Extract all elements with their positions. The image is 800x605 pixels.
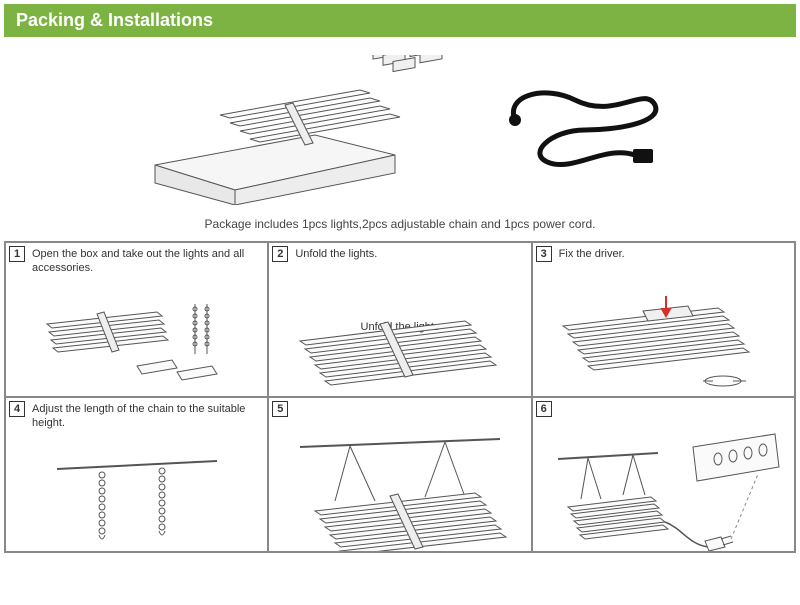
step-cell-6: 6 — [532, 397, 795, 552]
step-cell-5: 5 — [268, 397, 531, 552]
step-4-illustration — [6, 446, 267, 551]
step-text: Fix the driver. — [559, 247, 790, 261]
step-number: 5 — [272, 401, 288, 417]
step-number: 2 — [272, 246, 288, 262]
section-header: Packing & Installations — [4, 4, 796, 37]
step-cell-3: 3 Fix the driver. — [532, 242, 795, 397]
step-text: Unfold the lights. — [295, 247, 526, 261]
step-cell-2: 2 Unfold the lights. Unfold the lights — [268, 242, 531, 397]
step-text: Adjust the length of the chain to the su… — [32, 402, 263, 431]
step-6-illustration — [533, 446, 794, 551]
power-cord-illustration — [495, 75, 665, 185]
header-title: Packing & Installations — [16, 10, 213, 30]
step-number: 6 — [536, 401, 552, 417]
step-number: 3 — [536, 246, 552, 262]
installation-steps-grid: 1 Open the box and take out the lights a… — [4, 241, 796, 553]
package-diagram — [135, 55, 455, 205]
top-illustration-row — [4, 45, 796, 211]
step-1-illustration — [6, 291, 267, 396]
step-number: 1 — [9, 246, 25, 262]
step-number: 4 — [9, 401, 25, 417]
step-2-illustration — [269, 291, 530, 396]
step-text: Open the box and take out the lights and… — [32, 247, 263, 276]
step-3-illustration — [533, 291, 794, 396]
package-caption: Package includes 1pcs lights,2pcs adjust… — [4, 217, 796, 231]
step-cell-4: 4 Adjust the length of the chain to the … — [5, 397, 268, 552]
step-5-illustration — [269, 446, 530, 551]
step-cell-1: 1 Open the box and take out the lights a… — [5, 242, 268, 397]
